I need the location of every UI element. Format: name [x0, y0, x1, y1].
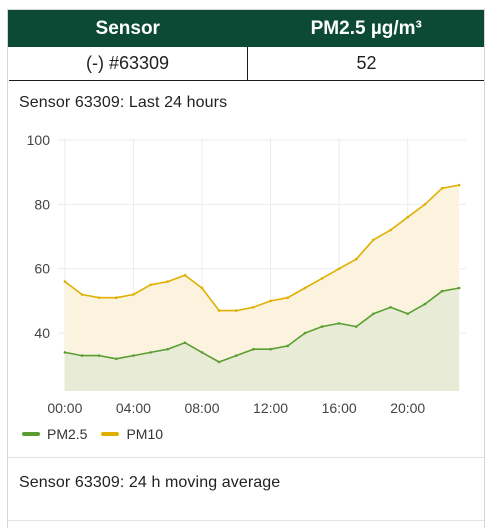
data-point-pm25 [320, 325, 324, 328]
data-point-pm10 [457, 183, 461, 187]
data-point-pm10 [269, 299, 272, 303]
card-divider [8, 457, 484, 458]
data-point-pm10 [63, 280, 67, 283]
data-point-pm25 [80, 354, 84, 357]
y-tick-label: 60 [34, 261, 50, 277]
table-header-row: Sensor PM2.5 µg/m³ [8, 10, 484, 47]
legend-swatch-pm10 [101, 432, 120, 436]
x-tick-label: 12:00 [253, 400, 288, 416]
data-point-pm10 [423, 203, 427, 206]
data-point-pm25 [149, 351, 152, 354]
data-point-pm25 [132, 354, 135, 357]
x-tick-label: 20:00 [390, 400, 425, 416]
x-tick-label: 04:00 [116, 400, 151, 416]
data-point-pm25 [115, 357, 118, 361]
data-point-pm25 [440, 289, 444, 293]
data-point-pm25 [63, 351, 67, 354]
pm25-value-cell: 52 [246, 46, 484, 81]
x-tick-label: 16:00 [322, 400, 357, 416]
legend-swatch-pm25 [22, 432, 40, 436]
data-point-pm10 [200, 286, 204, 290]
data-point-pm25 [303, 331, 307, 335]
data-point-pm25 [423, 302, 427, 306]
data-point-pm10 [440, 187, 444, 190]
series-area-pm25 [64, 288, 460, 391]
data-point-pm25 [252, 347, 255, 351]
data-point-pm25 [269, 347, 272, 351]
data-point-pm25 [457, 286, 461, 290]
y-axis-ticks: 40 60 80 100 [27, 132, 51, 341]
data-point-pm10 [217, 309, 221, 312]
series-line-pm10 [64, 184, 460, 312]
y-tick-label: 100 [27, 132, 51, 148]
chart-title-last-24h: Sensor 63309: Last 24 hours [19, 94, 228, 111]
data-point-pm10 [372, 238, 375, 242]
data-point-pm10 [235, 309, 238, 312]
data-point-pm10 [115, 296, 118, 300]
data-point-pm10 [149, 283, 152, 287]
data-point-pm10 [320, 277, 324, 280]
chart-lines [63, 183, 461, 364]
chart-title-moving-average: Sensor 63309: 24 h moving average [19, 474, 281, 491]
column-header-pm25: PM2.5 µg/m³ [246, 10, 484, 47]
data-point-pm25 [217, 360, 221, 364]
x-tick-label: 08:00 [184, 400, 219, 416]
chart-top-rule [8, 520, 484, 521]
data-point-pm25 [200, 351, 204, 354]
data-point-pm25 [355, 325, 358, 328]
data-point-pm10 [303, 286, 307, 290]
data-point-pm25 [235, 354, 238, 357]
chart-areas [64, 185, 460, 391]
legend-label-pm25: PM2.5 [47, 426, 88, 442]
column-header-sensor: Sensor [8, 10, 248, 47]
data-point-pm25 [183, 341, 187, 345]
data-point-pm25 [337, 322, 341, 325]
chart-legend: PM2.5 PM10 [22, 426, 177, 442]
sensor-panel: Sensor PM2.5 µg/m³ (-) #63309 52 Sensor … [7, 9, 485, 528]
table-row[interactable]: (-) #63309 52 [8, 46, 484, 81]
data-point-pm10 [337, 267, 341, 271]
data-point-pm25 [389, 306, 392, 309]
data-point-pm10 [252, 306, 255, 309]
sensor-id-cell: (-) #63309 [8, 46, 247, 81]
data-point-pm10 [97, 296, 101, 300]
series-line-pm25 [64, 287, 460, 363]
data-point-pm10 [166, 280, 169, 283]
data-point-pm10 [406, 215, 410, 219]
data-point-pm10 [132, 293, 135, 296]
legend-item-pm25[interactable]: PM2.5 [22, 426, 87, 442]
data-point-pm25 [97, 354, 101, 357]
y-tick-label: 80 [34, 196, 50, 212]
legend-item-pm10[interactable]: PM10 [101, 426, 163, 442]
data-point-pm25 [166, 347, 169, 351]
sensor-table: Sensor PM2.5 µg/m³ (-) #63309 52 [8, 10, 484, 81]
data-point-pm10 [286, 296, 290, 300]
data-point-pm25 [286, 344, 290, 348]
data-point-pm25 [406, 312, 410, 316]
data-point-pm25 [372, 312, 375, 316]
x-axis-ticks: 00:00 04:00 08:00 12:00 16:00 20:00 [47, 400, 425, 416]
x-tick-label: 00:00 [47, 400, 82, 416]
data-point-pm10 [355, 257, 358, 261]
pm-line-chart: 40 60 80 100 00:00 04:00 08:00 12:00 16:00 20:00 [27, 132, 466, 416]
data-point-pm10 [389, 228, 392, 232]
legend-label-pm10: PM10 [126, 426, 164, 442]
y-tick-label: 40 [34, 325, 50, 341]
data-point-pm10 [183, 273, 187, 277]
data-point-pm10 [80, 293, 84, 296]
